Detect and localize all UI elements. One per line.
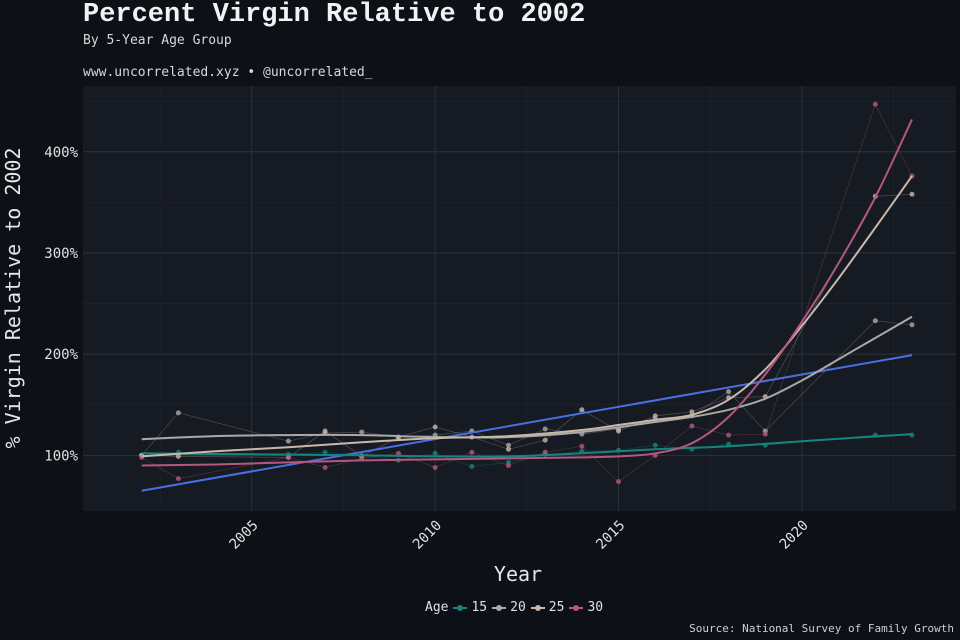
series-25-point: [322, 428, 328, 434]
series-30-point: [469, 449, 475, 455]
series-20-point: [175, 410, 181, 416]
series-30-point: [395, 450, 401, 456]
site-credit: www.uncorrelated.xyz • @uncorrelated_: [83, 65, 373, 80]
legend-item-30: 30: [568, 600, 603, 615]
series-20-smooth-line: [141, 315, 913, 441]
x-axis-label: Year: [493, 562, 543, 586]
series-15-point: [322, 449, 328, 455]
series-30-point: [579, 443, 585, 449]
series-20-point: [285, 438, 291, 444]
series-25-point: [616, 428, 622, 434]
series-30-point: [432, 464, 438, 470]
series-15-point: [469, 463, 475, 469]
overall-trend-line: [141, 354, 913, 492]
series-30-point: [322, 464, 328, 470]
series-30-point: [689, 423, 695, 429]
series-25-point: [579, 407, 585, 413]
series-15-point: [652, 442, 658, 448]
series-30-point: [175, 476, 181, 482]
series-20-point: [542, 426, 548, 432]
series-25-point: [689, 409, 695, 415]
y-tick-label: 100%: [44, 448, 78, 464]
legend-item-20: 20: [491, 600, 526, 615]
legend: Age 15 20 25 30: [425, 600, 607, 615]
legend-key-25: [530, 602, 546, 614]
x-tick-label: 2020: [777, 518, 812, 553]
chart-title: Percent Virgin Relative to 2002: [83, 0, 586, 30]
series-25-point: [652, 413, 658, 419]
x-tick-label: 2005: [226, 518, 261, 553]
x-tick-label: 2010: [410, 518, 445, 553]
chart-subtitle: By 5-Year Age Group: [83, 33, 232, 48]
legend-label-15: 15: [471, 600, 488, 615]
series-25-smooth-line: [141, 175, 913, 458]
series-25-point: [175, 453, 181, 459]
series-25-point: [505, 446, 511, 452]
series-30-smooth-line: [141, 118, 913, 467]
plot-panel: [83, 86, 956, 511]
legend-key-30: [568, 602, 584, 614]
x-tick-label: 2015: [593, 518, 628, 553]
series-25-point: [432, 424, 438, 430]
series-20-point: [726, 389, 732, 395]
legend-label-25: 25: [548, 600, 565, 615]
series-20-point: [359, 429, 365, 435]
series-20-point: [909, 322, 915, 328]
legend-item-15: 15: [452, 600, 487, 615]
legend-key-15: [452, 602, 468, 614]
minor-grid: [83, 86, 956, 511]
series-30-point: [616, 479, 622, 485]
legend-label-20: 20: [510, 600, 526, 615]
series-20-point: [505, 442, 511, 448]
series-30-point: [762, 431, 768, 437]
series-30-point: [285, 454, 291, 460]
series-15-smooth-line: [141, 433, 913, 458]
series-25-point: [542, 437, 548, 443]
series-30-point: [872, 101, 878, 107]
legend-label-30: 30: [587, 600, 604, 615]
y-tick-label: 400%: [44, 145, 78, 161]
series-30-point: [726, 432, 732, 438]
legend-title: Age: [425, 600, 449, 615]
y-tick-label: 200%: [44, 347, 78, 363]
series-20-point: [872, 318, 878, 324]
source-note: Source: National Survey of Family Growth: [689, 622, 954, 635]
major-grid: [83, 86, 956, 511]
y-axis-label: % Virgin Relative to 2002: [1, 147, 25, 449]
legend-item-25: 25: [530, 600, 565, 615]
series-30-point: [505, 462, 511, 468]
y-tick-label: 300%: [44, 246, 78, 262]
series-15-point: [432, 450, 438, 456]
legend-key-20: [491, 602, 507, 614]
series-30-point: [542, 449, 548, 455]
series-25-point: [909, 191, 915, 197]
